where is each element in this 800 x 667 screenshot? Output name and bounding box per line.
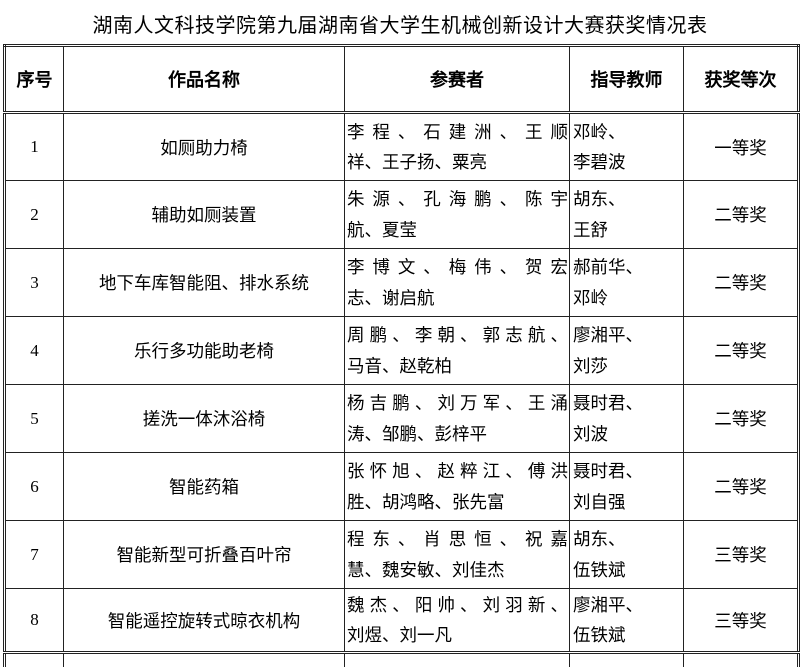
participants-cell: 程东、肖思恒、祝嘉 慧、魏安敏、刘佳杰 xyxy=(344,520,570,589)
award-cell: 一等奖 xyxy=(683,112,799,181)
participants-cell: 魏杰、阳帅、刘羽新、 刘煜、刘一凡 xyxy=(344,587,570,655)
table-header: 序号 作品名称 参赛者 指导教师 获奖等次 xyxy=(4,45,799,114)
header-award: 获奖等次 xyxy=(683,45,799,114)
header-teachers: 指导教师 xyxy=(569,45,684,114)
work-name-cell: 乐行多功能助老椅 xyxy=(63,316,345,385)
participants-cell: 李博文、梅伟、贺宏 志、谢启航 xyxy=(344,248,570,317)
row-number-cell: 2 xyxy=(4,180,64,249)
table-row: 1 如厕助力椅 李程、石建洲、王顺 祥、王子扬、粟亮 邓岭、 李碧波 一等奖 xyxy=(4,112,799,181)
teachers-cell: 胡东、 王舒 xyxy=(569,180,684,249)
teachers-cell: 廖湘平、 刘莎 xyxy=(569,316,684,385)
participants-cell: 朱源、孔海鹏、陈宇 航、夏莹 xyxy=(344,180,570,249)
award-cell: 二等奖 xyxy=(683,248,799,317)
award-cell: 三等奖 xyxy=(683,587,799,655)
award-cell: 二等奖 xyxy=(683,384,799,453)
award-cell: 二等奖 xyxy=(683,316,799,385)
table-row: 5 搓洗一体沐浴椅 杨吉鹏、刘万军、王涌 涛、邹鹏、彭梓平 聂时君、 刘波 二等奖 xyxy=(4,384,799,453)
work-name-cell: 如厕助力椅 xyxy=(63,112,345,181)
award-cell xyxy=(683,652,799,667)
teachers-cell: 胡东、 伍铁斌 xyxy=(569,520,684,589)
award-cell: 二等奖 xyxy=(683,180,799,249)
table-row: 7 智能新型可折叠百叶帘 程东、肖思恒、祝嘉 慧、魏安敏、刘佳杰 胡东、 伍铁斌 … xyxy=(4,520,799,589)
work-name-cell: 智能遥控旋转式晾衣机构 xyxy=(63,587,345,655)
participants-cell: 李程、石建洲、王顺 祥、王子扬、粟亮 xyxy=(344,112,570,181)
row-number-cell: 8 xyxy=(4,587,64,655)
row-number-cell: 6 xyxy=(4,452,64,521)
work-name-cell: 地下车库智能阻、排水系统 xyxy=(63,248,345,317)
table-row: 3 地下车库智能阻、排水系统 李博文、梅伟、贺宏 志、谢启航 郝前华、 邓岭 二等… xyxy=(4,248,799,317)
document-title: 湖南人文科技学院第九届湖南省大学生机械创新设计大赛获奖情况表 xyxy=(92,15,708,37)
work-name-cell: 辅助如厕装置 xyxy=(63,180,345,249)
participants-cell xyxy=(344,652,570,667)
awards-table: 序号 作品名称 参赛者 指导教师 获奖等次 1 如厕助力椅 李程、石建洲、王顺祥… xyxy=(3,44,800,667)
header-no: 序号 xyxy=(4,45,64,114)
table-row: 2 辅助如厕装置 朱源、孔海鹏、陈宇 航、夏莹 胡东、 王舒 二等奖 xyxy=(4,180,799,249)
award-cell: 二等奖 xyxy=(683,452,799,521)
partial-clipped-row xyxy=(4,652,799,667)
teachers-cell: 邓岭、 李碧波 xyxy=(569,112,684,181)
teachers-cell xyxy=(569,652,684,667)
header-row: 序号 作品名称 参赛者 指导教师 获奖等次 xyxy=(4,45,799,114)
row-number-cell: 1 xyxy=(4,112,64,181)
table-row: 4 乐行多功能助老椅 周鹏、李朝、郭志航、 马音、赵乾柏 廖湘平、 刘莎 二等奖 xyxy=(4,316,799,385)
teachers-cell: 聂时君、 刘波 xyxy=(569,384,684,453)
work-name-cell: 智能新型可折叠百叶帘 xyxy=(63,520,345,589)
header-participants: 参赛者 xyxy=(344,45,570,114)
participants-cell: 周鹏、李朝、郭志航、 马音、赵乾柏 xyxy=(344,316,570,385)
header-work-name: 作品名称 xyxy=(63,45,345,114)
work-name-cell: 搓洗一体沐浴椅 xyxy=(63,384,345,453)
participants-cell: 张怀旭、赵粹江、傅洪 胜、胡鸿略、张先富 xyxy=(344,452,570,521)
row-number-cell xyxy=(4,652,64,667)
table-body: 1 如厕助力椅 李程、石建洲、王顺 祥、王子扬、粟亮 邓岭、 李碧波 一等奖 2 … xyxy=(4,112,799,667)
teachers-cell: 廖湘平、 伍铁斌 xyxy=(569,587,684,655)
teachers-cell: 聂时君、 刘自强 xyxy=(569,452,684,521)
participants-cell: 杨吉鹏、刘万军、王涌 涛、邹鹏、彭梓平 xyxy=(344,384,570,453)
row-number-cell: 7 xyxy=(4,520,64,589)
work-name-cell xyxy=(63,652,345,667)
table-row: 8 智能遥控旋转式晾衣机构 魏杰、阳帅、刘羽新、 刘煜、刘一凡 廖湘平、 伍铁斌 … xyxy=(4,587,799,655)
row-number-cell: 5 xyxy=(4,384,64,453)
award-cell: 三等奖 xyxy=(683,520,799,589)
work-name-cell: 智能药箱 xyxy=(63,452,345,521)
teachers-cell: 郝前华、 邓岭 xyxy=(569,248,684,317)
row-number-cell: 4 xyxy=(4,316,64,385)
table-row: 6 智能药箱 张怀旭、赵粹江、傅洪 胜、胡鸿略、张先富 聂时君、 刘自强 二等奖 xyxy=(4,452,799,521)
row-number-cell: 3 xyxy=(4,248,64,317)
